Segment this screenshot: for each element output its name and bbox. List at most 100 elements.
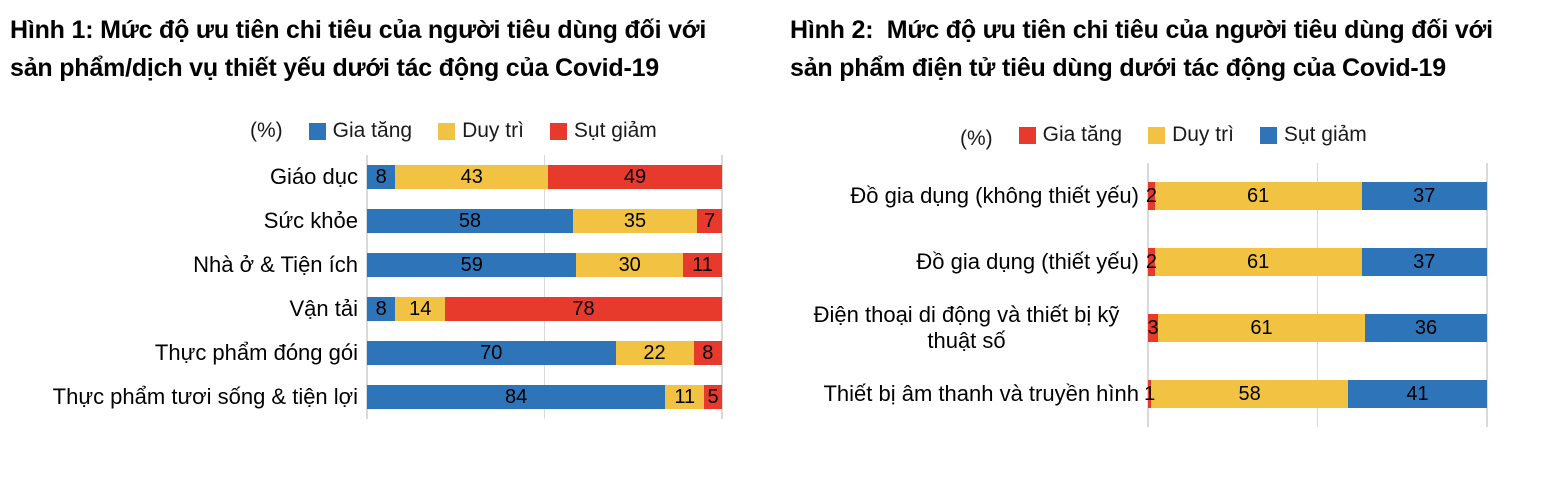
value-label: 5 xyxy=(707,386,719,408)
bar-segment: 11 xyxy=(665,385,705,409)
legend-item: Duy trì xyxy=(1148,123,1234,147)
value-label: 36 xyxy=(1414,317,1438,339)
value-label: 59 xyxy=(460,254,483,276)
bar-segment: 59 xyxy=(367,253,577,277)
gridline xyxy=(366,155,368,419)
grid-overlay xyxy=(1147,163,1488,427)
legend-label: Gia tăng xyxy=(332,119,413,142)
legend-swatch-icon xyxy=(1148,126,1166,144)
gridline xyxy=(721,155,723,419)
chart-row: Vận tải 8 14 78 xyxy=(0,287,780,331)
legend-item: Sụt giảm xyxy=(1259,123,1367,147)
bar-segment: 11 xyxy=(682,253,722,277)
stacked-bar: 3 61 36 xyxy=(1148,314,1487,342)
grid-overlay xyxy=(366,155,723,419)
bar-segment: 7 xyxy=(697,209,722,233)
legend-item: Gia tăng xyxy=(1018,123,1122,147)
figure-2-title: Hình 2: Mức độ ưu tiên chi tiêu của ngườ… xyxy=(790,16,1493,82)
gridline xyxy=(1486,163,1488,427)
legend-item: Sụt giảm xyxy=(549,119,657,143)
value-label: 58 xyxy=(1238,383,1261,405)
value-label: 14 xyxy=(409,298,432,320)
legend-label: Sụt giảm xyxy=(1283,123,1367,146)
chart-row: Thiết bị âm thanh và truyền hình 1 58 41 xyxy=(780,361,1560,427)
gridline xyxy=(1316,163,1319,427)
figure-2-legend: (%) Gia tăng Duy trì Sụt giảm xyxy=(780,119,1560,151)
chart-row: Nhà ở & Tiện ích 59 30 11 xyxy=(0,243,780,287)
category-label: Điện thoại di động và thiết bị kỹ thuật … xyxy=(813,302,1120,353)
figure-1-legend: (%) Gia tăng Duy trì Sụt giảm xyxy=(0,119,780,143)
legend-items: Gia tăng Duy trì Sụt giảm xyxy=(308,119,657,143)
stacked-bar: 70 22 8 xyxy=(367,341,722,365)
category-label: Sức khỏe xyxy=(263,208,358,234)
bar-segment: 43 xyxy=(395,165,549,189)
chart-row: Giáo dục 8 43 49 xyxy=(0,155,780,199)
bar-segment: 37 xyxy=(1361,182,1487,210)
legend-swatch-icon xyxy=(308,122,326,140)
value-label: 2 xyxy=(1145,251,1157,273)
bar-segment: 58 xyxy=(367,209,573,233)
value-label: 3 xyxy=(1147,317,1159,339)
category-label: Thực phẩm tươi sống & tiện lợi xyxy=(52,384,358,410)
bar-segment: 61 xyxy=(1154,248,1362,276)
legend-swatch-icon xyxy=(1259,126,1277,144)
bar-segment: 2 xyxy=(1145,182,1157,210)
legend-label: Sụt giảm xyxy=(573,119,657,142)
stacked-bar: 2 61 37 xyxy=(1145,248,1487,276)
bar-segment: 61 xyxy=(1154,182,1362,210)
legend-label: Duy trì xyxy=(462,119,524,142)
legend-swatch-icon xyxy=(1018,126,1036,144)
figure-1: Hình 1: Mức độ ưu tiên chi tiêu của ngườ… xyxy=(0,16,780,419)
legend-swatch-icon xyxy=(438,122,456,140)
legend-items: Gia tăng Duy trì Sụt giảm xyxy=(1018,123,1367,147)
category-label: Thiết bị âm thanh và truyền hình xyxy=(823,381,1139,407)
bar-segment: 14 xyxy=(395,297,446,321)
value-label: 41 xyxy=(1406,383,1429,405)
category-label: Giáo dục xyxy=(269,164,358,190)
stacked-bar: 2 61 37 xyxy=(1145,182,1487,210)
bar-segment: 36 xyxy=(1364,314,1487,342)
category-label: Đồ gia dụng (thiết yếu) xyxy=(916,249,1139,275)
value-label: 61 xyxy=(1250,317,1273,339)
value-label: 1 xyxy=(1144,383,1156,405)
value-label: 70 xyxy=(480,342,503,364)
unit-label: (%) xyxy=(960,127,993,150)
value-label: 84 xyxy=(504,386,528,408)
value-label: 11 xyxy=(674,386,696,408)
value-label: 30 xyxy=(618,254,641,276)
value-label: 61 xyxy=(1247,251,1270,273)
figure-1-title: Hình 1: Mức độ ưu tiên chi tiêu của ngườ… xyxy=(10,16,707,82)
legend-label: Duy trì xyxy=(1172,123,1234,146)
value-label: 61 xyxy=(1247,185,1270,207)
chart-row: Thực phẩm đóng gói 70 22 8 xyxy=(0,331,780,375)
value-label: 11 xyxy=(692,254,713,276)
value-label: 2 xyxy=(1145,185,1157,207)
stacked-bar: 84 11 5 xyxy=(367,385,722,409)
value-label: 8 xyxy=(375,166,387,188)
bar-segment: 35 xyxy=(572,209,698,233)
bar-segment: 30 xyxy=(576,253,683,277)
bar-segment: 3 xyxy=(1147,314,1159,342)
legend-item: Gia tăng xyxy=(308,119,413,143)
bar-segment: 8 xyxy=(693,341,722,365)
bar-segment: 84 xyxy=(367,385,666,409)
figure-2: Hình 2: Mức độ ưu tiên chi tiêu của ngườ… xyxy=(780,0,1560,480)
bar-segment: 49 xyxy=(548,165,722,189)
stacked-bar: 1 58 41 xyxy=(1144,380,1487,408)
gridline xyxy=(1147,163,1149,427)
value-label: 49 xyxy=(623,166,647,188)
unit-label: (%) xyxy=(250,119,283,142)
chart-row: Đồ gia dụng (thiết yếu) 2 61 37 xyxy=(780,229,1560,295)
bar-segment: 22 xyxy=(615,341,694,365)
value-label: 8 xyxy=(702,342,714,364)
bar-segment: 8 xyxy=(367,165,396,189)
chart-row: Sức khỏe 58 35 7 xyxy=(0,199,780,243)
gridline xyxy=(543,155,546,419)
bar-segment: 41 xyxy=(1347,380,1487,408)
value-label: 37 xyxy=(1413,251,1436,273)
bar-segment: 37 xyxy=(1361,248,1487,276)
bar-segment: 8 xyxy=(367,297,396,321)
value-label: 8 xyxy=(375,298,387,320)
stacked-bar: 8 14 78 xyxy=(367,297,722,321)
